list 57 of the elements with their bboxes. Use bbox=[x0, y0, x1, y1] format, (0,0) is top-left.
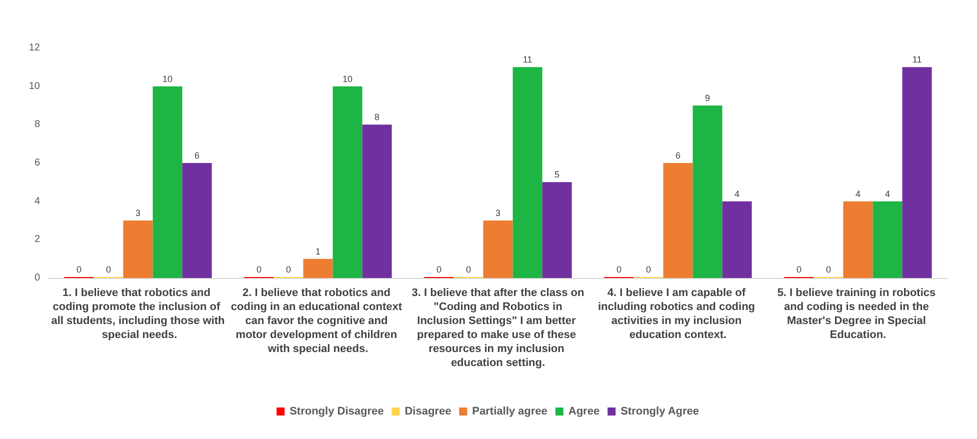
bar bbox=[332, 86, 362, 278]
data-label: 4 bbox=[855, 188, 861, 199]
data-label: 0 bbox=[436, 264, 442, 274]
legend-label: Disagree bbox=[404, 406, 452, 418]
bar bbox=[362, 124, 392, 278]
data-label: 0 bbox=[76, 264, 82, 274]
y-tick-label: 2 bbox=[34, 234, 40, 246]
data-label: 3 bbox=[135, 208, 141, 218]
y-tick-label: 4 bbox=[34, 196, 40, 207]
bar bbox=[152, 86, 182, 278]
x-tick-label: 4. I believe I am capable of including robotics and coding activities in my inclusion education context. bbox=[598, 287, 758, 341]
y-tick-label: 10 bbox=[28, 80, 40, 92]
bar bbox=[483, 220, 513, 278]
x-tick-label: 3. I believe that after the class on "Coding and Robotics in Inclusion Settings" I am better prepared to make use of these resources in my inclusion education setting. bbox=[412, 287, 584, 369]
bar bbox=[182, 163, 212, 278]
data-label: 5 bbox=[554, 170, 560, 180]
data-label: 11 bbox=[912, 54, 922, 65]
data-label: 1 bbox=[315, 246, 321, 256]
bar bbox=[843, 201, 873, 278]
bar bbox=[512, 67, 542, 278]
data-label: 6 bbox=[194, 150, 200, 160]
legend-label: Agree bbox=[568, 406, 600, 418]
data-label: 0 bbox=[616, 264, 622, 274]
data-label: 11 bbox=[522, 54, 532, 65]
x-tick-label: 1. I believe that robotics and coding promote the inclusion of all students, including those with special needs. bbox=[51, 287, 226, 341]
data-label: 8 bbox=[374, 112, 380, 122]
bar bbox=[902, 67, 932, 278]
data-label: 0 bbox=[826, 264, 831, 274]
bar bbox=[123, 220, 153, 278]
x-tick-label: 5. I believe training in robotics and coding is needed in the Master's Degree in Special Education. bbox=[777, 287, 939, 341]
bar bbox=[542, 182, 572, 278]
y-tick-label: 0 bbox=[34, 272, 40, 284]
legend-label: Partially agree bbox=[472, 406, 548, 418]
bar bbox=[722, 201, 752, 278]
bar bbox=[663, 163, 693, 278]
data-label: 0 bbox=[646, 264, 651, 274]
bar bbox=[692, 106, 722, 278]
y-tick-label: 12 bbox=[28, 42, 40, 54]
data-label: 3 bbox=[495, 208, 501, 218]
data-label: 0 bbox=[106, 264, 111, 274]
data-label: 10 bbox=[162, 74, 173, 84]
data-label: 9 bbox=[705, 93, 710, 103]
data-label: 0 bbox=[466, 264, 471, 274]
data-label: 0 bbox=[286, 264, 291, 274]
data-label: 0 bbox=[256, 264, 262, 274]
x-tick-label: 2. I believe that robotics and coding in an educational context can favor the cognitive and motor development of children with special needs. bbox=[230, 287, 406, 355]
bar bbox=[303, 258, 333, 278]
legend-label: Strongly Agree bbox=[620, 406, 700, 418]
data-label: 6 bbox=[675, 150, 681, 160]
data-label: 4 bbox=[885, 188, 890, 199]
y-tick-label: 6 bbox=[34, 158, 40, 168]
bar bbox=[872, 201, 902, 278]
legend-label: Strongly Disagree bbox=[290, 406, 384, 418]
data-label: 10 bbox=[342, 74, 353, 84]
data-label: 4 bbox=[734, 188, 740, 199]
y-tick-label: 8 bbox=[34, 119, 40, 130]
data-label: 0 bbox=[796, 264, 802, 274]
